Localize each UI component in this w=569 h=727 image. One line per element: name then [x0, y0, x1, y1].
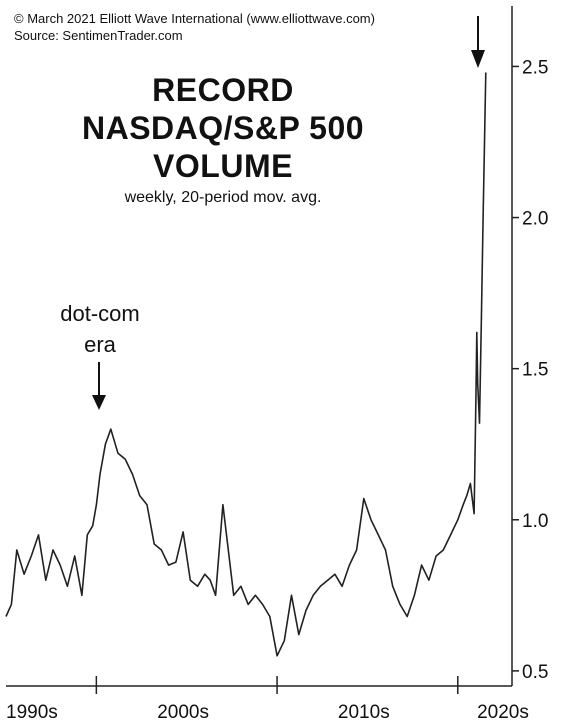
y-tick-label: 1.5 [522, 360, 548, 381]
peak-arrowhead [471, 50, 485, 68]
dotcom-annotation-line-2: era [84, 332, 116, 357]
y-tick-label: 0.5 [522, 662, 548, 683]
dotcom-annotation-line-1: dot-com [60, 301, 140, 326]
chart-title-line-1: RECORD [152, 72, 294, 108]
y-tick-label: 2.0 [522, 209, 548, 230]
dotcom-arrowhead [92, 395, 106, 410]
chart-subtitle: weekly, 20-period mov. avg. [124, 189, 322, 206]
chart-title-line-3: VOLUME [153, 148, 293, 184]
x-tick-label: 2020s [477, 702, 529, 723]
x-tick-label: 2010s [338, 702, 390, 723]
copyright-credit: © March 2021 Elliott Wave International … [14, 11, 375, 26]
x-tick-label: 1990s [6, 702, 58, 723]
y-tick-label: 2.5 [522, 57, 548, 78]
series-line [5, 72, 487, 657]
source-credit: Source: SentimenTrader.com [14, 28, 183, 43]
y-tick-label: 1.0 [522, 511, 548, 532]
x-tick-label: 2000s [157, 702, 209, 723]
chart-title-line-2: NASDAQ/S&P 500 [81, 110, 365, 146]
